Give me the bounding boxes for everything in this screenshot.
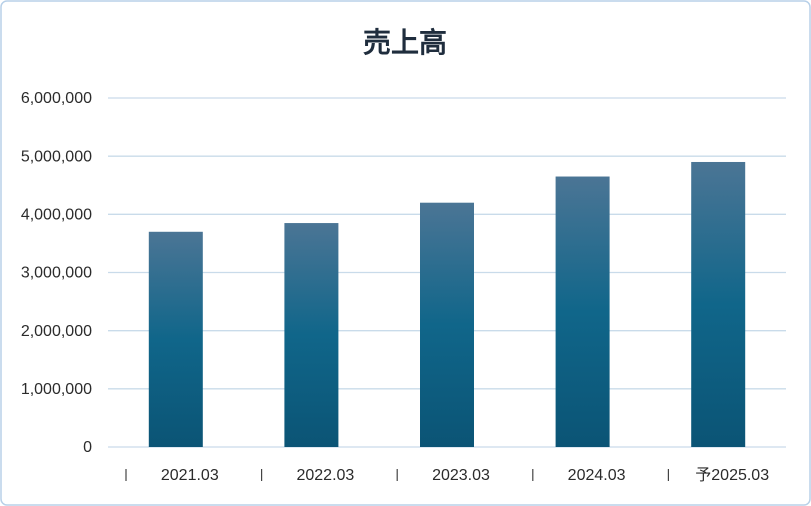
bar xyxy=(148,231,203,447)
x-tick-label: 2024.03 xyxy=(568,467,626,484)
y-tick-label: 4,000,000 xyxy=(21,207,92,224)
y-tick-label: 6,000,000 xyxy=(21,90,92,107)
x-tick-label: 2022.03 xyxy=(296,467,354,484)
y-tick-label: 1,000,000 xyxy=(21,381,92,398)
y-tick-label: 5,000,000 xyxy=(21,148,92,165)
x-tick-label: 2021.03 xyxy=(161,467,219,484)
y-tick-label: 2,000,000 xyxy=(21,323,92,340)
bar xyxy=(691,161,746,447)
bar xyxy=(555,176,610,447)
chart-title: 売上高 xyxy=(363,26,447,59)
y-tick-label: 0 xyxy=(83,439,92,456)
x-tick-label: 予2025.03 xyxy=(695,466,769,484)
x-tick-label: 2023.03 xyxy=(432,467,490,484)
bar xyxy=(284,223,339,447)
bar xyxy=(420,202,474,447)
y-tick-label: 3,000,000 xyxy=(21,265,92,282)
